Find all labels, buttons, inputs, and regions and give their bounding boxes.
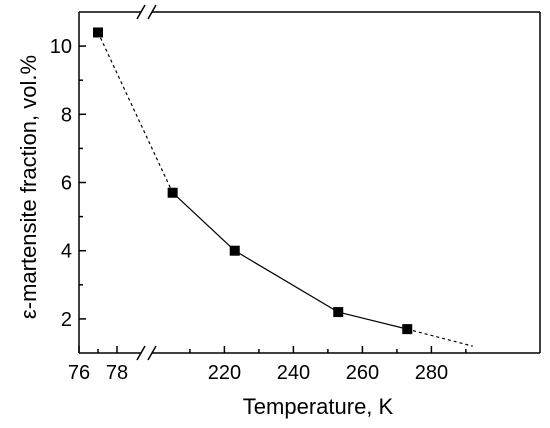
line-segment	[234, 250, 339, 313]
dashed-segment	[97, 32, 174, 193]
axis-ticks	[78, 45, 467, 353]
data-point	[93, 27, 103, 38]
y-tick-label: 10	[50, 36, 72, 58]
plot-frame	[78, 4, 541, 361]
axis-break-mark	[136, 4, 146, 20]
y-tick-label: 4	[61, 241, 72, 263]
extrapolation-segment	[407, 328, 473, 347]
data-point	[167, 187, 178, 198]
line-segment	[172, 192, 236, 252]
y-tick-label: 2	[61, 309, 72, 331]
data-lines	[97, 32, 473, 347]
tick-labels: 2 4 6 8 10 76 78 220 240 260 280	[50, 36, 448, 384]
x-tick-label: 280	[415, 362, 448, 384]
data-points	[93, 27, 413, 335]
x-tick-label: 260	[346, 362, 379, 384]
y-axis-title: ε-martensite fraction, vol.%	[16, 55, 41, 319]
data-point	[402, 324, 413, 335]
x-tick-label: 220	[208, 362, 241, 384]
x-axis-title: Temperature, K	[243, 394, 394, 419]
y-tick-label: 6	[61, 173, 72, 195]
data-point	[333, 307, 344, 318]
data-point	[229, 245, 240, 256]
axis-break-mark	[147, 4, 157, 20]
line-segment	[338, 311, 408, 330]
x-tick-label: 76	[68, 362, 90, 384]
x-tick-label: 240	[277, 362, 310, 384]
x-tick-label: 78	[106, 362, 128, 384]
y-tick-label: 8	[61, 104, 72, 126]
axis-break-mark	[147, 345, 157, 361]
axis-break-mark	[136, 345, 146, 361]
